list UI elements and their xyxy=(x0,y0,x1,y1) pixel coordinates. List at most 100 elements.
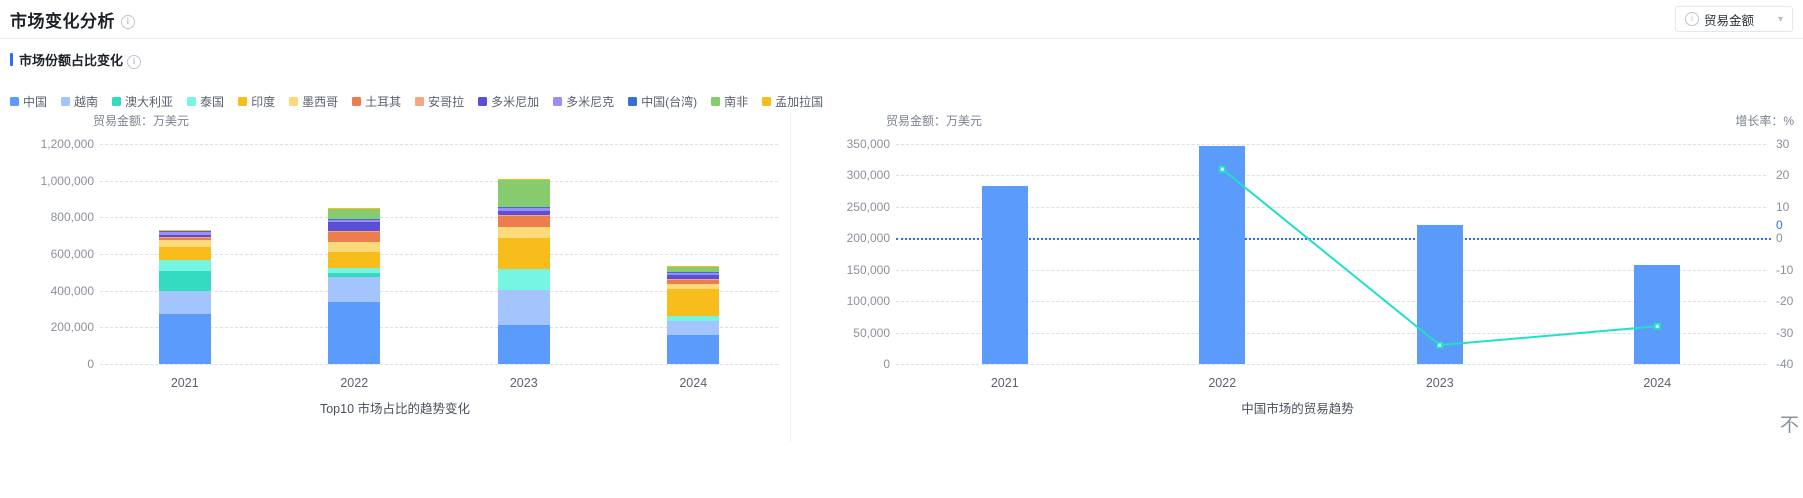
legend-item[interactable]: 墨西哥 xyxy=(289,93,338,110)
info-icon[interactable]: i xyxy=(121,14,135,29)
stacked-bar-segment[interactable] xyxy=(667,315,720,321)
stacked-bar-column[interactable] xyxy=(497,144,550,364)
stacked-bar-segment[interactable] xyxy=(328,230,381,232)
bar-column[interactable] xyxy=(1634,264,1681,364)
stacked-bar-segment[interactable] xyxy=(497,206,550,208)
legend-item-label: 多米尼加 xyxy=(491,94,540,109)
x-axis-tick: 2023 xyxy=(509,376,538,390)
grid-line xyxy=(896,144,1766,145)
stacked-bar-segment[interactable] xyxy=(158,290,211,315)
stacked-bar-segment[interactable] xyxy=(667,320,720,335)
stacked-bar-segment[interactable] xyxy=(328,219,381,222)
legend-item[interactable]: 澳大利亚 xyxy=(112,93,173,110)
stacked-bar-segment[interactable] xyxy=(158,270,211,291)
y-axis-tick: 0 xyxy=(883,357,890,371)
stacked-bar-column[interactable] xyxy=(328,144,381,364)
bar-column[interactable] xyxy=(1416,225,1463,364)
legend-item-label: 越南 xyxy=(74,94,99,109)
stacked-bar-segment[interactable] xyxy=(497,215,550,217)
legend-item[interactable]: 安哥拉 xyxy=(415,93,464,110)
bar-column[interactable] xyxy=(981,186,1028,364)
stacked-bar-segment[interactable] xyxy=(158,230,211,231)
stacked-bar-segment[interactable] xyxy=(497,226,550,238)
x-axis-tick: 2021 xyxy=(170,376,199,390)
legend-swatch-icon xyxy=(711,96,721,106)
stacked-bar-chart-panel: 贸易金额：万美元 0 200,000 400,000 600,000 800,000 1,… xyxy=(0,112,790,442)
y-axis-tick: 300,000 xyxy=(846,168,890,183)
stacked-bar-segment[interactable] xyxy=(328,242,381,253)
stacked-bar-segment[interactable] xyxy=(158,247,211,260)
y2-axis-tick: 0 xyxy=(1776,231,1783,246)
y2-axis-tick: -10 xyxy=(1776,262,1794,277)
grid-line xyxy=(896,269,1766,271)
stacked-bar-segment[interactable] xyxy=(497,179,550,207)
trade-amount-select[interactable]: i 贸易金额 ▾ xyxy=(1675,6,1793,32)
stacked-bar-segment[interactable] xyxy=(497,211,550,216)
stacked-bar-segment[interactable] xyxy=(497,237,550,269)
stacked-bar-segment[interactable] xyxy=(328,218,381,220)
page-title-text: 市场变化分析 xyxy=(10,11,115,31)
line-data-point[interactable] xyxy=(1218,165,1226,173)
stacked-bar-segment[interactable] xyxy=(667,267,720,273)
stacked-bar-segment[interactable] xyxy=(667,275,720,279)
stacked-bar-segment[interactable] xyxy=(497,216,550,227)
stacked-bar-segment[interactable] xyxy=(328,252,381,268)
line-data-point[interactable] xyxy=(1653,322,1661,330)
legend-item[interactable]: 印度 xyxy=(238,93,275,110)
y-axis-tick: 50,000 xyxy=(853,325,890,340)
stacked-bar-segment[interactable] xyxy=(328,273,381,277)
legend-item[interactable]: 土耳其 xyxy=(352,93,401,110)
legend-item[interactable]: 孟加拉国 xyxy=(762,93,823,110)
legend-item[interactable]: 中国 xyxy=(10,93,47,110)
legend-item-label: 泰国 xyxy=(200,94,225,109)
stacked-bar-segment[interactable] xyxy=(158,240,211,248)
legend-item[interactable]: 泰国 xyxy=(187,93,224,110)
stacked-bar-segment[interactable] xyxy=(158,259,211,271)
legend-swatch-icon xyxy=(762,96,772,106)
stacked-bar-segment[interactable] xyxy=(158,231,211,236)
stacked-bar-segment[interactable] xyxy=(158,235,211,237)
y-axis-tick: 250,000 xyxy=(846,199,890,214)
stacked-bar-segment[interactable] xyxy=(667,265,720,268)
grid-line xyxy=(100,180,778,182)
growth-rate-line xyxy=(1218,165,1661,349)
legend-item-label: 印度 xyxy=(251,94,276,109)
stacked-bar-segment[interactable] xyxy=(667,273,720,276)
stacked-bar-segment[interactable] xyxy=(158,236,211,239)
stacked-bar-segment[interactable] xyxy=(667,272,720,274)
stacked-bar-segment[interactable] xyxy=(497,324,550,364)
trade-amount-select-label: 贸易金额 xyxy=(1704,13,1755,28)
stacked-bar-segment[interactable] xyxy=(328,301,381,364)
stacked-bar-segment[interactable] xyxy=(158,314,211,364)
line-data-point[interactable] xyxy=(1436,341,1444,349)
legend-item[interactable]: 多米尼加 xyxy=(478,93,539,110)
legend-item[interactable]: 南非 xyxy=(711,93,748,110)
stacked-bar-segment[interactable] xyxy=(158,238,211,241)
stacked-bar-segment[interactable] xyxy=(497,207,550,212)
page-title: 市场变化分析 i xyxy=(10,7,135,32)
stacked-bar-segment[interactable] xyxy=(328,267,381,274)
info-icon[interactable]: i xyxy=(127,54,142,69)
stacked-bar-segment[interactable] xyxy=(158,230,211,232)
stacked-bar-segment[interactable] xyxy=(497,268,550,290)
stacked-bar-segment[interactable] xyxy=(328,221,381,231)
stacked-bar-segment[interactable] xyxy=(328,208,381,219)
y-axis-tick: 1,200,000 xyxy=(40,137,94,151)
stacked-bar-segment[interactable] xyxy=(667,334,720,364)
legend-item[interactable]: 中国(台湾) xyxy=(628,93,697,110)
stacked-bar-segment[interactable] xyxy=(667,288,720,316)
stacked-bar-segment[interactable] xyxy=(497,289,550,325)
right-chart-left-unit-label: 贸易金额：万美元 xyxy=(886,114,983,128)
stacked-bar-segment[interactable] xyxy=(667,283,720,289)
stacked-bar-segment[interactable] xyxy=(667,279,720,284)
stacked-bar-column[interactable] xyxy=(667,144,720,364)
stacked-bar-segment[interactable] xyxy=(328,276,381,302)
stacked-bar-column[interactable] xyxy=(158,144,211,364)
grid-line xyxy=(100,327,778,329)
stacked-bar-segment[interactable] xyxy=(328,232,381,243)
legend-item[interactable]: 多米尼克 xyxy=(553,93,614,110)
y-axis-tick: 150,000 xyxy=(846,262,890,277)
stacked-bar-segment[interactable] xyxy=(667,278,720,280)
legend-item[interactable]: 越南 xyxy=(61,93,98,110)
x-axis-tick: 2024 xyxy=(679,376,708,390)
